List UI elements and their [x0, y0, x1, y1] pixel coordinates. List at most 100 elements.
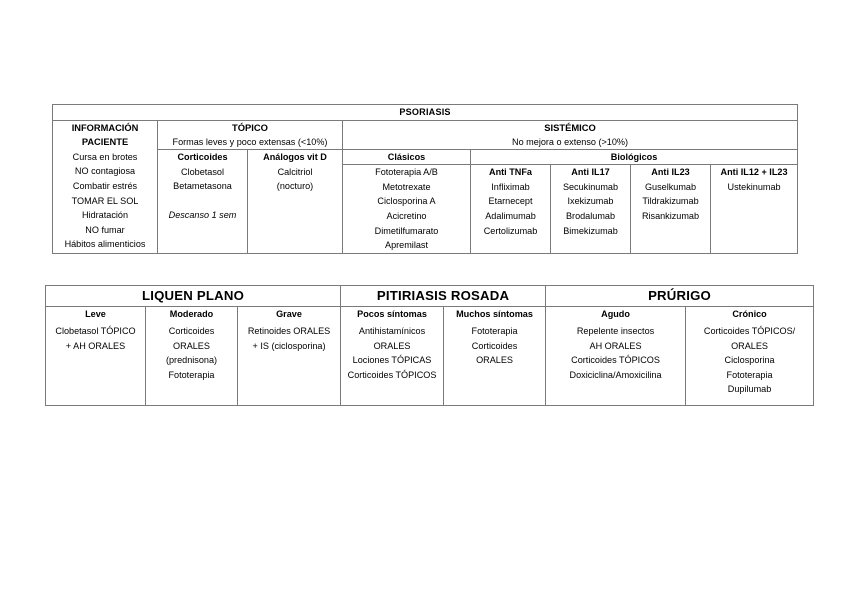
treatment-item: Corticoides TÓPICOS	[347, 369, 437, 380]
cell-pocos-sintomas: Antihistamínicos ORALES Lociones TÓPICAS…	[340, 323, 445, 406]
cell-agudo: Repelente insectos AH ORALES Corticoides…	[545, 323, 687, 406]
cell-grave: Retinoides ORALES + IS (ciclosporina)	[236, 323, 342, 406]
column-header-biologicos: Biológicos	[469, 148, 799, 166]
column-header-leve: Leve	[45, 306, 146, 323]
patient-info-item: Hidratación	[82, 210, 128, 221]
treatment-item: Dimetilfumarato	[374, 225, 439, 236]
treatment-item: Repelente insectos	[576, 326, 655, 336]
psoriasis-subheader-row: Corticoides Análogos vit D Clásicos Biol…	[53, 148, 799, 166]
treatment-item: Guselkumab	[644, 181, 697, 192]
cell-anti-il12-il23: Anti IL12 + IL23 Ustekinumab	[709, 164, 799, 254]
column-header-anti-il23: Anti IL23	[651, 167, 690, 178]
treatment-item: Metotrexate	[382, 181, 431, 192]
psoriasis-table: PSORIASIS INFORMACIÓN PACIENTE Cursa en …	[51, 104, 799, 254]
treatment-item: Dupilumab	[727, 384, 772, 395]
sistemico-title: SISTÉMICO	[544, 121, 596, 133]
patient-info-cell: INFORMACIÓN PACIENTE Cursa en brotes NO …	[52, 119, 158, 254]
treatment-item: ORALES	[731, 340, 768, 351]
treatment-item: Antihistamínicos	[358, 326, 426, 336]
psoriasis-group-row: INFORMACIÓN PACIENTE Cursa en brotes NO …	[52, 119, 799, 254]
treatment-item: (prednisona)	[165, 355, 218, 366]
cell-anti-il17: Anti IL17 Secukinumab Ixekizumab Brodalu…	[550, 164, 631, 254]
topico-group-cell: TÓPICO Formas leves y poco extensas (<10…	[157, 119, 343, 150]
treatment-item: (nocturo)	[276, 181, 314, 192]
otras-title-row: LIQUEN PLANO PITIRIASIS ROSADA PRÚRIGO	[44, 285, 815, 307]
column-header-corticoides: Corticoides	[157, 148, 248, 165]
treatment-item: Corticoides	[168, 326, 215, 336]
treatment-item: Tildrakizumab	[642, 196, 699, 207]
pitiriasis-rosada-title: PITIRIASIS ROSADA	[340, 285, 547, 307]
treatment-item: Risankizumab	[641, 210, 700, 221]
patient-info-item: Combatir estrés	[72, 180, 138, 191]
cell-anti-il23: Anti IL23 Guselkumab Tildrakizumab Risan…	[630, 164, 711, 254]
cell-clasicos: Fototerapia A/B Metotrexate Ciclosporina…	[342, 164, 471, 254]
patient-info-item: NO fumar	[85, 224, 125, 235]
treatment-item: Corticoides	[471, 340, 518, 351]
cell-anti-tnfa: Anti TNFa Infliximab Etarnecept Adalimum…	[470, 164, 551, 254]
liquen-plano-title: LIQUEN PLANO	[44, 285, 342, 307]
cell-corticoides: Clobetasol Betametasona Descanso 1 sem	[157, 164, 248, 254]
treatment-item: Etarnecept	[488, 196, 533, 207]
spacer	[158, 194, 247, 209]
patient-info-item: NO contagiosa	[74, 166, 136, 177]
treatment-item: Clobetasol	[181, 166, 224, 177]
treatment-item: Certolizumab	[483, 225, 538, 236]
column-header-grave: Grave	[236, 306, 342, 323]
psoriasis-body-row: Clobetasol Betametasona Descanso 1 sem C…	[53, 164, 799, 254]
treatment-item: Bimekizumab	[563, 225, 618, 236]
treatment-item: Fototerapia A/B	[375, 167, 438, 178]
treatment-item: + AH ORALES	[65, 340, 126, 351]
column-header-clasicos: Clásicos	[342, 148, 471, 166]
column-header-analogos-vit-d: Análogos vit D	[247, 148, 343, 165]
patient-info-item: Cursa en brotes	[72, 151, 138, 162]
topico-title: TÓPICO	[232, 121, 268, 133]
column-header-cronico: Crónico	[685, 306, 815, 323]
corticoides-note: Descanso 1 sem	[168, 210, 237, 221]
column-header-anti-tnfa: Anti TNFa	[489, 167, 532, 178]
column-header-anti-il12-il23: Anti IL12 + IL23	[720, 167, 788, 178]
column-header-anti-il17: Anti IL17	[571, 167, 610, 178]
treatment-item: Brodalumab	[565, 210, 616, 221]
cell-moderado: Corticoides ORALES (prednisona) Fototera…	[145, 323, 238, 406]
otras-dermatosis-table: LIQUEN PLANO PITIRIASIS ROSADA PRÚRIGO L…	[44, 285, 815, 406]
psoriasis-title-row: PSORIASIS	[51, 104, 799, 121]
otras-body-row: Clobetasol TÓPICO + AH ORALES Corticoide…	[45, 323, 815, 406]
treatment-item: Ustekinumab	[727, 181, 781, 192]
column-header-moderado: Moderado	[145, 306, 238, 323]
column-header-agudo: Agudo	[545, 306, 687, 323]
patient-info-heading-1: INFORMACIÓN	[71, 122, 139, 133]
treatment-item: ORALES	[373, 340, 411, 351]
treatment-item: Apremilast	[385, 240, 428, 251]
treatment-item: ORALES	[173, 340, 210, 351]
column-header-pocos-sintomas: Pocos síntomas	[340, 306, 445, 323]
treatment-item: Ciclosporina A	[377, 196, 436, 207]
treatment-item: Fototerapia	[726, 369, 773, 380]
patient-info-item: TOMAR EL SOL	[71, 195, 139, 206]
treatment-item: Corticoides TÓPICOS/	[703, 326, 796, 336]
treatment-item: Clobetasol TÓPICO	[55, 326, 136, 336]
otras-header-row: Leve Moderado Grave Pocos síntomas Mucho…	[45, 306, 815, 323]
treatment-item: Adalimumab	[485, 210, 536, 221]
treatment-item: Corticoides TÓPICOS	[571, 355, 660, 366]
treatment-item: Ixekizumab	[567, 196, 614, 207]
sistemico-subtitle: No mejora o extenso (>10%)	[512, 136, 629, 147]
patient-info-item: Hábitos alimenticios	[64, 239, 146, 250]
treatment-item: + IS (ciclosporina)	[252, 340, 326, 351]
treatment-item: Fototerapia	[471, 326, 518, 336]
column-header-muchos-sintomas: Muchos síntomas	[443, 306, 547, 323]
cell-muchos-sintomas: Fototerapia Corticoides ORALES	[443, 323, 547, 406]
cell-cronico: Corticoides TÓPICOS/ ORALES Ciclosporina…	[685, 323, 815, 406]
treatment-item: Acicretino	[386, 210, 427, 221]
patient-info-heading-2: PACIENTE	[81, 137, 129, 148]
treatment-item: AH ORALES	[589, 340, 642, 351]
treatment-item: Ciclosporina	[724, 355, 775, 366]
treatment-item: Fototerapia	[168, 369, 215, 380]
treatment-item: Doxiciclina/Amoxicilina	[569, 369, 662, 380]
prurigo-title: PRÚRIGO	[545, 285, 815, 307]
cell-leve: Clobetasol TÓPICO + AH ORALES	[45, 323, 146, 406]
psoriasis-title: PSORIASIS	[51, 104, 799, 121]
sistemico-group-cell: SISTÉMICO No mejora o extenso (>10%)	[341, 119, 799, 150]
treatment-item: ORALES	[476, 355, 513, 366]
treatment-item: Calcitriol	[277, 166, 313, 177]
